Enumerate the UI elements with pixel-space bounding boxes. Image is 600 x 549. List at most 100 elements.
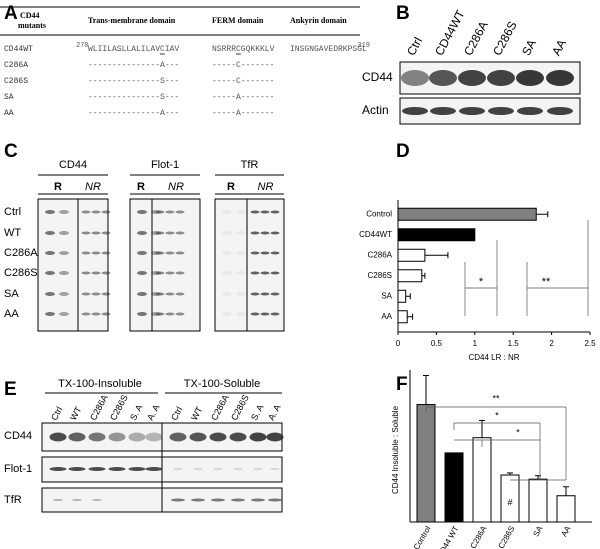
row-label: C286S: [4, 267, 38, 279]
blot-band: [251, 498, 265, 502]
blot-band: [137, 271, 147, 275]
blot-band: [260, 231, 270, 235]
row-label: CD44: [4, 430, 32, 442]
row-label: Actin: [362, 103, 389, 117]
blot-band: [270, 312, 280, 316]
lane-label: A. A: [266, 403, 283, 422]
blot-band: [236, 251, 246, 255]
blot-band: [45, 312, 55, 316]
blot-band: [81, 292, 91, 296]
row-label: Flot-1: [4, 463, 32, 475]
bar: [397, 269, 423, 283]
blot-band: [137, 312, 147, 316]
blot-band: [128, 432, 146, 442]
blot-band: [81, 210, 91, 214]
fraction-label: R: [227, 181, 235, 193]
blot-band: [260, 251, 270, 255]
bar: [556, 495, 576, 523]
blot-band: [175, 292, 185, 296]
blot-band: [137, 210, 147, 214]
blot-band: [402, 107, 428, 115]
lane-label: AA: [549, 37, 569, 58]
blot-band: [165, 292, 175, 296]
category-label: SA: [531, 524, 544, 538]
blot-band: [155, 231, 165, 235]
blot-band: [487, 70, 515, 86]
row-label: C286S: [4, 77, 28, 86]
header-text: TX-100-Insoluble: [58, 378, 142, 390]
category-label: C286A: [368, 250, 393, 259]
row-label: CD44: [362, 70, 393, 84]
lane-label: Ctrl: [49, 405, 64, 422]
blot-band: [260, 271, 270, 275]
blot-band: [516, 70, 544, 86]
blot-band: [137, 292, 147, 296]
blot-band: [189, 432, 207, 442]
lane-label: WT: [189, 405, 205, 422]
x-tick-label: 2: [549, 339, 554, 348]
lane-label: WT: [68, 405, 84, 422]
panel-letter: C: [4, 141, 18, 162]
blot-band: [88, 432, 106, 442]
sequence: WLIILASLLALILAVCIAV: [88, 45, 179, 54]
blot-band: [236, 271, 246, 275]
residue: 319: [357, 42, 370, 50]
sequence: -----C-------: [212, 61, 274, 70]
blot-band: [91, 292, 101, 296]
blot-band: [249, 432, 267, 442]
row-label: WT: [4, 227, 21, 239]
lane-label: C286A: [88, 393, 110, 422]
blot-band: [68, 432, 86, 442]
row-label: TfR: [4, 494, 22, 506]
lane-label: SA: [519, 37, 539, 58]
bar: [397, 289, 407, 303]
sequence: NSRRRCGQKKKLV: [212, 45, 275, 54]
blot-band: [260, 292, 270, 296]
bar: [397, 310, 408, 324]
row-label: AA: [4, 308, 19, 320]
blot-band: [401, 70, 429, 86]
blot-band: [268, 498, 282, 502]
blot-band: [155, 292, 165, 296]
header-text: TX-100-Soluble: [184, 378, 260, 390]
blot-band: [72, 499, 82, 501]
blot-band: [191, 498, 205, 502]
fraction-label: NR: [85, 181, 101, 193]
blot-band: [155, 251, 165, 255]
lane-label: C286A: [209, 393, 231, 422]
row-label: SA: [4, 288, 19, 300]
blot-band: [222, 292, 232, 296]
blot-band: [165, 271, 175, 275]
annotation: **: [542, 276, 551, 288]
x-tick-label: 1.5: [508, 339, 520, 348]
blot-band: [88, 467, 106, 471]
row-label: C286A: [4, 61, 28, 70]
fraction-label: NR: [168, 181, 184, 193]
blot-band: [68, 467, 86, 471]
panel-letter: B: [396, 3, 410, 24]
blot-band: [101, 251, 111, 255]
bar: [397, 207, 537, 221]
panel-letter: F: [396, 374, 408, 395]
blot-band: [171, 498, 185, 502]
blot-band: [108, 467, 126, 471]
bar: [444, 452, 464, 523]
group-label: TfR: [241, 159, 259, 171]
blot-band: [59, 271, 69, 275]
group-label: Flot-1: [151, 159, 179, 171]
panel-letter: A: [4, 3, 18, 24]
header-text: FERM domain: [212, 16, 264, 25]
blot-band: [236, 231, 246, 235]
blot-box: [214, 198, 285, 332]
fraction-label: NR: [258, 181, 274, 193]
blot-band: [250, 292, 260, 296]
blot-band: [211, 498, 225, 502]
fraction-label: R: [54, 181, 62, 193]
panel-letter: E: [4, 379, 17, 400]
lane-label: Ctrl: [169, 405, 184, 422]
bar: [416, 404, 436, 523]
blot-band: [108, 432, 126, 442]
blot-band: [270, 251, 280, 255]
blot-band: [59, 251, 69, 255]
sequence: INSGNGAVEDRKPSGL: [290, 45, 367, 54]
